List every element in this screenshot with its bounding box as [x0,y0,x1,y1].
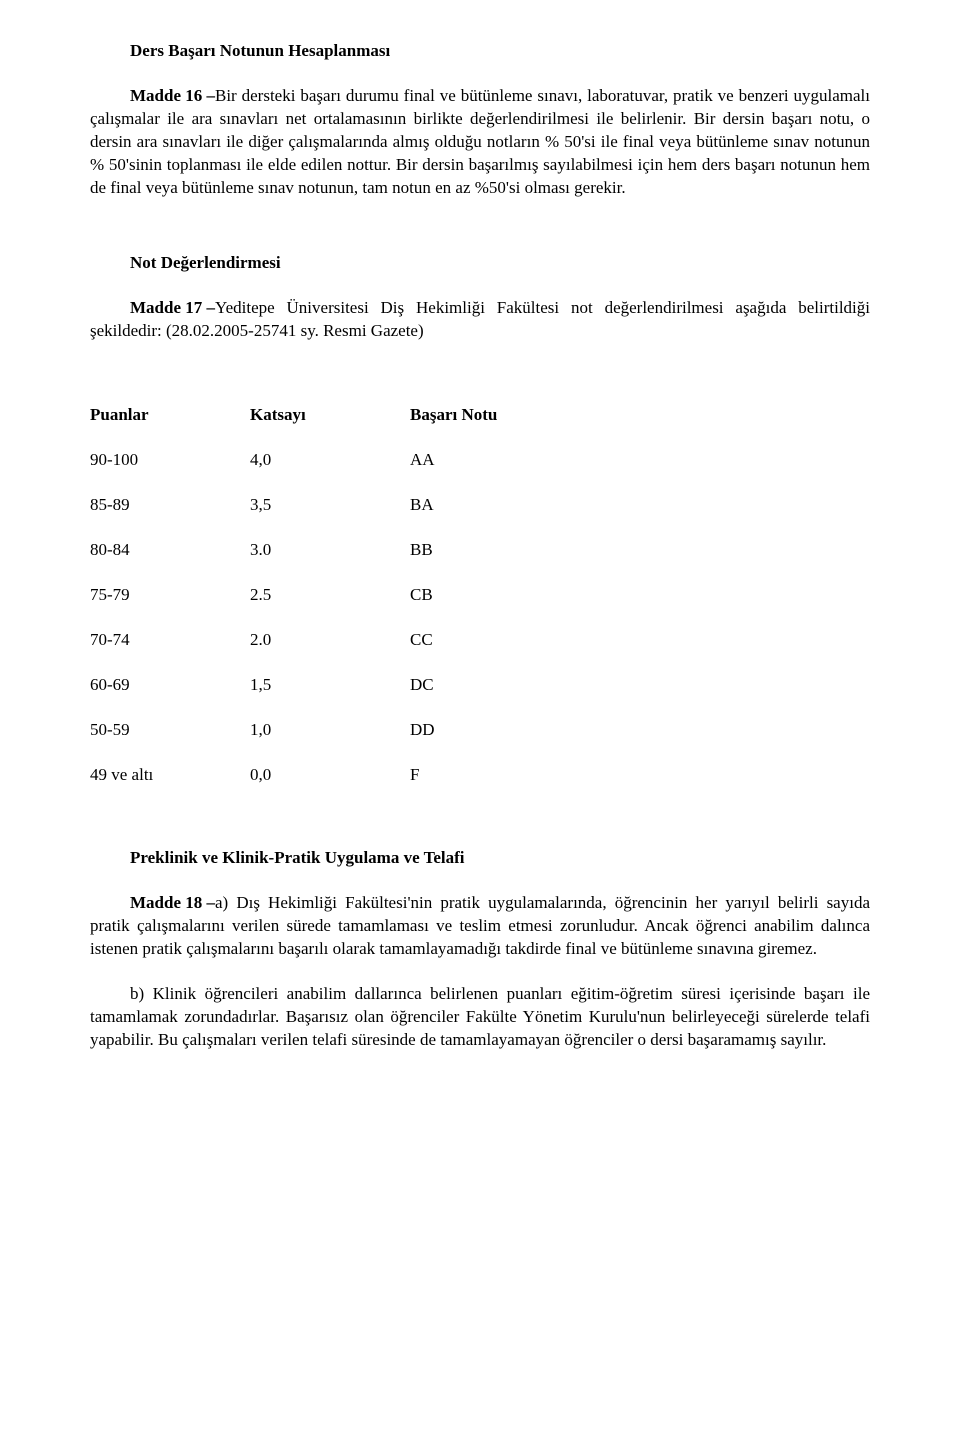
grade-cell-not: BB [410,539,610,562]
grade-cell-katsayi: 4,0 [250,449,410,472]
grade-row: 49 ve altı0,0F [90,764,870,787]
grade-cell-not: BA [410,494,610,517]
grade-cell-puan: 49 ve altı [90,764,250,787]
header-basari: Başarı Notu [410,404,610,427]
grade-table-header: Puanlar Katsayı Başarı Notu [90,404,870,427]
grade-row: 70-742.0CC [90,629,870,652]
section3-heading: Preklinik ve Klinik-Pratik Uygulama ve T… [90,847,870,870]
grade-cell-puan: 60-69 [90,674,250,697]
section2-paragraph: Madde 17 – Yeditepe Üniversitesi Diş Hek… [90,297,870,343]
grade-cell-katsayi: 1,5 [250,674,410,697]
grade-row: 80-843.0BB [90,539,870,562]
grade-cell-puan: 85-89 [90,494,250,517]
grade-cell-puan: 75-79 [90,584,250,607]
grade-cell-not: AA [410,449,610,472]
section1-paragraph: Madde 16 – Bir dersteki başarı durumu fi… [90,85,870,200]
grade-cell-puan: 80-84 [90,539,250,562]
grade-cell-not: CC [410,629,610,652]
grade-row: 75-792.5CB [90,584,870,607]
grade-cell-not: DC [410,674,610,697]
grade-cell-katsayi: 0,0 [250,764,410,787]
grade-row: 60-691,5DC [90,674,870,697]
grade-row: 90-1004,0AA [90,449,870,472]
grade-cell-puan: 70-74 [90,629,250,652]
grade-row: 50-591,0DD [90,719,870,742]
header-puanlar: Puanlar [90,404,250,427]
section3-paragraph-a: Madde 18 – a) Dış Hekimliği Fakültesi'ni… [90,892,870,961]
section1-heading: Ders Başarı Notunun Hesaplanması [90,40,870,63]
grade-cell-katsayi: 3.0 [250,539,410,562]
grade-cell-katsayi: 2.0 [250,629,410,652]
grade-cell-not: CB [410,584,610,607]
header-katsayi: Katsayı [250,404,410,427]
section3-madde-label: Madde 18 – [130,893,215,912]
grade-cell-puan: 50-59 [90,719,250,742]
section1-madde-label: Madde 16 – [130,86,215,105]
grade-table: Puanlar Katsayı Başarı Notu 90-1004,0AA 8… [90,404,870,786]
section2-heading: Not Değerlendirmesi [90,252,870,275]
grade-row: 85-893,5BA [90,494,870,517]
document-page: Ders Başarı Notunun Hesaplanması Madde 1… [0,0,960,1429]
grade-cell-puan: 90-100 [90,449,250,472]
section2-madde-label: Madde 17 – [130,298,215,317]
section3-paragraph-b: b) Klinik öğrencileri anabilim dallarınc… [90,983,870,1052]
grade-cell-katsayi: 2.5 [250,584,410,607]
grade-cell-not: F [410,764,610,787]
section3-body-b: b) Klinik öğrencileri anabilim dallarınc… [90,984,870,1049]
grade-cell-katsayi: 1,0 [250,719,410,742]
grade-cell-katsayi: 3,5 [250,494,410,517]
grade-cell-not: DD [410,719,610,742]
